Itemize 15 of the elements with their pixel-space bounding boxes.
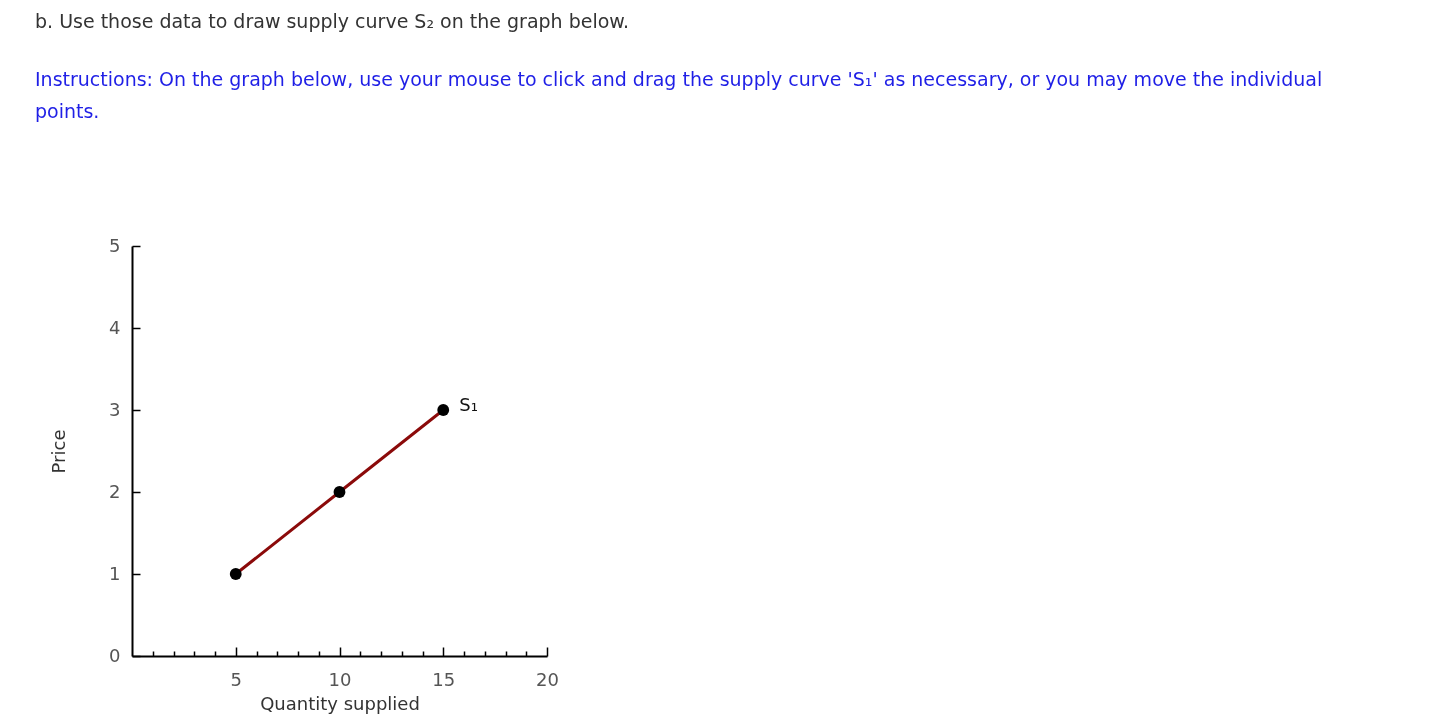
x-axis-title: Quantity supplied [260,692,420,714]
y-tick-label: 5 [109,234,121,256]
x-tick-label: 15 [432,668,456,690]
series-label: S₁ [459,394,478,415]
y-tick-label: 1 [109,562,121,584]
y-tick-label: 0 [109,644,121,666]
x-tick-label: 20 [536,668,559,690]
x-tick-label: 10 [328,668,352,690]
y-tick-label: 4 [109,316,121,338]
x-tick-label: 5 [230,668,242,690]
text: Instructions: On the graph below, use your mouse to click and drag the supply curve 'S₁' as necessary, or you may move the individual points. [35,68,1323,122]
y-axis-title: Price [48,429,70,474]
y-tick-label: 3 [109,398,121,420]
chart-title: b. Use those data to draw supply curve S₂ on the graph below. [35,10,630,32]
y-tick-label: 2 [109,480,121,502]
